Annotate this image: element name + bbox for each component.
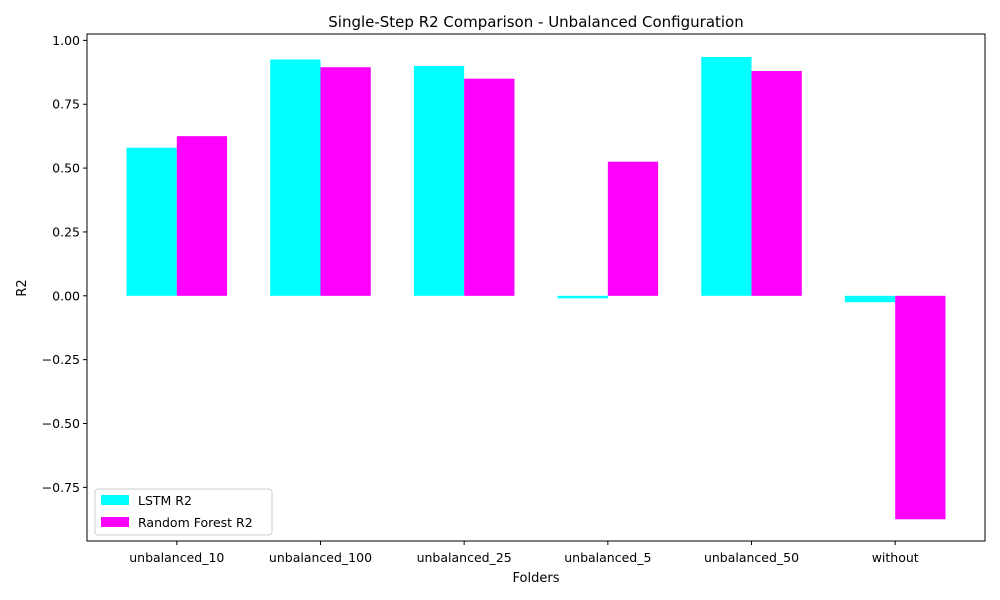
bar-random-forest-unbalanced_5 xyxy=(607,161,659,296)
bar-lstm-unbalanced_10 xyxy=(126,147,177,296)
x-axis-title: Folders xyxy=(513,571,560,586)
legend-swatch xyxy=(101,495,129,505)
y-tick-label: 0.50 xyxy=(52,161,80,176)
x-axis-ticks: unbalanced_10 unbalanced_100 unbalanced_25… xyxy=(129,541,919,565)
bar-lstm-unbalanced_25 xyxy=(413,65,465,296)
x-tick-label: unbalanced_25 xyxy=(417,550,512,565)
bar-random-forest-unbalanced_25 xyxy=(464,78,515,296)
y-axis-title: R2 xyxy=(15,279,30,296)
legend-label: Random Forest R2 xyxy=(138,515,253,530)
bar-random-forest-unbalanced_10 xyxy=(176,136,228,296)
y-tick-label: 0.75 xyxy=(52,97,80,112)
bar-lstm-unbalanced_5 xyxy=(557,295,608,299)
legend-swatch xyxy=(101,517,129,527)
x-tick-label: unbalanced_5 xyxy=(564,550,651,565)
y-tick-label: −0.75 xyxy=(42,480,80,495)
y-tick-label: −0.50 xyxy=(42,416,80,431)
x-tick-label: unbalanced_100 xyxy=(269,550,372,565)
y-tick-label: −0.25 xyxy=(42,352,80,367)
y-tick-label: 1.00 xyxy=(52,33,80,48)
x-tick-label: unbalanced_50 xyxy=(704,550,799,565)
y-tick-label: 0.25 xyxy=(52,224,80,239)
y-axis-ticks: −0.75 −0.50 −0.25 0.00 0.25 0.50 0.75 1.00 xyxy=(42,33,87,495)
bar-random-forest-without xyxy=(895,295,946,520)
bar-lstm-unbalanced_100 xyxy=(270,59,321,296)
x-tick-label: unbalanced_10 xyxy=(129,550,224,565)
bars-group xyxy=(126,56,946,520)
bar-random-forest-unbalanced_100 xyxy=(320,67,371,296)
legend: LSTM R2 Random Forest R2 xyxy=(94,488,273,536)
legend-label: LSTM R2 xyxy=(138,493,192,508)
bar-lstm-unbalanced_50 xyxy=(701,56,752,296)
legend-box xyxy=(94,488,273,536)
y-tick-label: 0.00 xyxy=(52,288,80,303)
bar-random-forest-unbalanced_50 xyxy=(751,71,802,296)
x-tick-label: without xyxy=(872,550,919,565)
bar-lstm-without xyxy=(844,295,896,303)
plot-frame xyxy=(86,33,986,542)
chart-title: Single-Step R2 Comparison - Unbalanced C… xyxy=(328,13,744,31)
